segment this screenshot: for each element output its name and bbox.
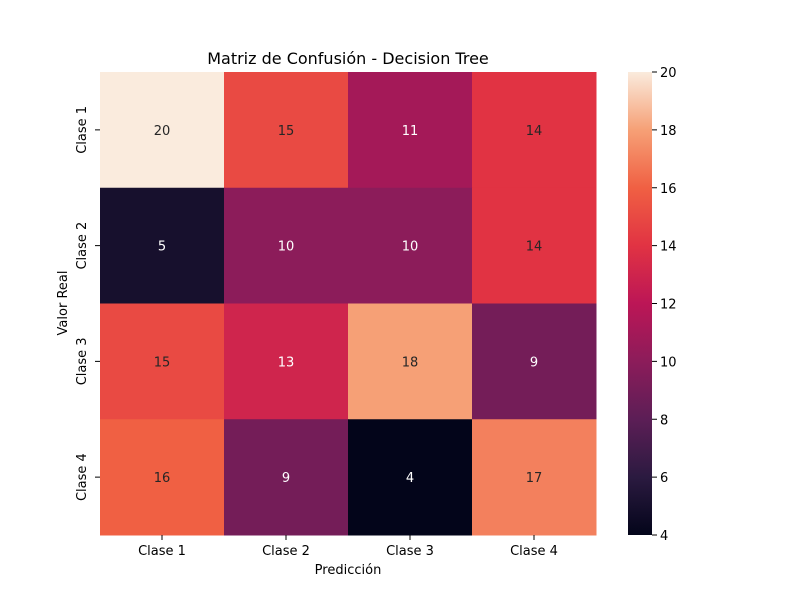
- heatmap-cell-label: 4: [406, 471, 414, 486]
- heatmap-cell-label: 9: [282, 471, 290, 486]
- x-axis: Clase 1 Clase 2 Clase 3 Clase 4: [138, 535, 558, 559]
- heatmap-cell: [472, 303, 597, 420]
- y-tick-label: Clase 1: [75, 106, 90, 154]
- heatmap-cell-label: 9: [530, 355, 538, 370]
- x-tick-label: Clase 3: [386, 544, 434, 559]
- heatmap-cell-labels: 20 15 11 14 5 10 10 14 15 13 18 9 16 9 4 17: [154, 124, 543, 486]
- heatmap-cell: [100, 303, 225, 420]
- heatmap-cell-label: 14: [526, 240, 543, 255]
- colorbar-tick-label: 12: [660, 298, 677, 313]
- heatmap-cell-label: 13: [278, 355, 295, 370]
- heatmap-cells: [100, 72, 597, 536]
- heatmap-cell: [224, 72, 349, 189]
- colorbar-tick-label: 20: [660, 66, 677, 81]
- colorbar-tick-label: 6: [660, 471, 668, 486]
- heatmap-cell: [224, 303, 349, 420]
- colorbar-tick-label: 16: [660, 182, 677, 197]
- heatmap-cell: [472, 419, 597, 536]
- heatmap-cell: [348, 187, 473, 304]
- heatmap-cell: [348, 419, 473, 536]
- heatmap-cell-label: 5: [158, 240, 166, 255]
- heatmap-cell-label: 14: [526, 124, 543, 139]
- heatmap-cell-label: 15: [278, 124, 295, 139]
- x-tick-label: Clase 2: [262, 544, 310, 559]
- y-axis-label: Valor Real: [56, 271, 71, 336]
- heatmap-cell-label: 10: [402, 240, 419, 255]
- heatmap-cell-label: 17: [526, 471, 543, 486]
- y-tick-label: Clase 2: [75, 222, 90, 270]
- heatmap-cell: [100, 72, 225, 189]
- heatmap-cell: [100, 419, 225, 536]
- heatmap-cell: [348, 303, 473, 420]
- chart-title: Matriz de Confusión - Decision Tree: [207, 49, 489, 68]
- heatmap-cell-label: 18: [402, 355, 419, 370]
- x-axis-label: Predicción: [315, 563, 382, 578]
- colorbar-tick-label: 14: [660, 240, 677, 255]
- heatmap-cell-label: 11: [402, 124, 419, 139]
- colorbar-tick-label: 18: [660, 124, 677, 139]
- heatmap-cell: [224, 187, 349, 304]
- y-axis: Clase 1 Clase 2 Clase 3 Clase 4: [75, 106, 100, 501]
- colorbar-tick-label: 8: [660, 413, 668, 428]
- heatmap-cell: [472, 187, 597, 304]
- heatmap-cell-label: 15: [154, 355, 171, 370]
- heatmap-cell: [100, 187, 225, 304]
- y-tick-label: Clase 4: [75, 453, 90, 501]
- y-tick-label: Clase 3: [75, 337, 90, 385]
- heatmap-cell: [224, 419, 349, 536]
- colorbar-tick-label: 4: [660, 529, 668, 544]
- x-tick-label: Clase 1: [138, 544, 186, 559]
- colorbar: 4 6 8 10 12 14 16 18 20: [628, 66, 677, 544]
- heatmap-cell-label: 10: [278, 240, 295, 255]
- x-tick-label: Clase 4: [510, 544, 558, 559]
- heatmap-cell: [348, 72, 473, 189]
- heatmap-cell-label: 16: [154, 471, 171, 486]
- colorbar-gradient: [628, 72, 652, 535]
- heatmap-cell: [472, 72, 597, 189]
- heatmap-cell-label: 20: [154, 124, 171, 139]
- colorbar-tick-label: 10: [660, 355, 677, 370]
